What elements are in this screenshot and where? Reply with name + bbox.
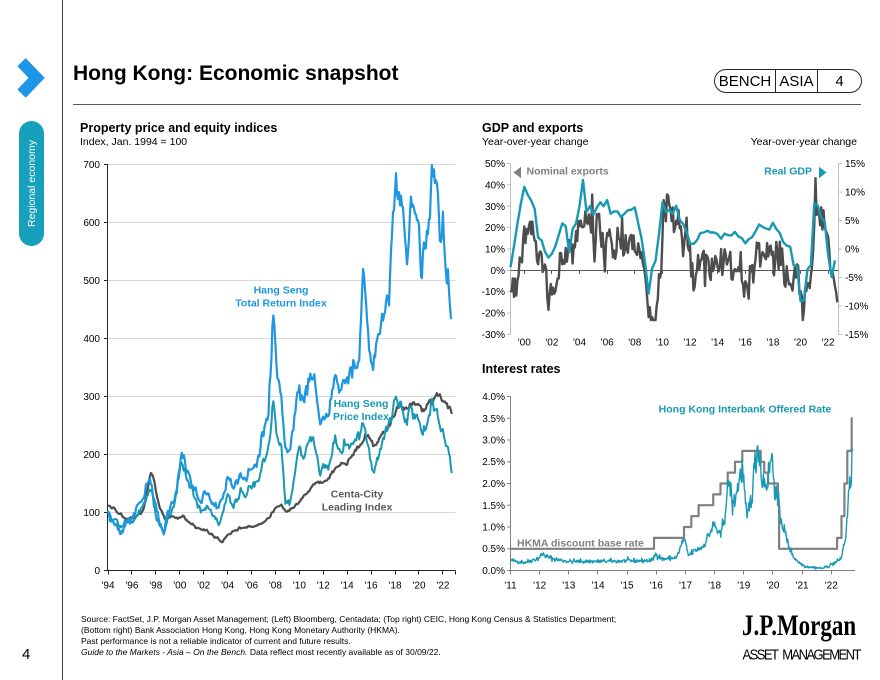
svg-text:'15: '15 (621, 581, 634, 592)
svg-text:'98: '98 (149, 581, 162, 592)
svg-text:'18: '18 (388, 581, 401, 592)
svg-text:2.5%: 2.5% (482, 457, 505, 468)
svg-text:10%: 10% (485, 245, 505, 256)
svg-text:'20: '20 (794, 338, 807, 349)
svg-text:'18: '18 (708, 581, 721, 592)
svg-text:0.0%: 0.0% (482, 566, 505, 577)
svg-text:'12: '12 (683, 338, 696, 349)
svg-text:'10: '10 (656, 338, 669, 349)
svg-text:'14: '14 (341, 581, 354, 592)
svg-text:'16: '16 (650, 581, 663, 592)
svg-text:'00: '00 (518, 338, 531, 349)
svg-text:'20: '20 (412, 581, 425, 592)
svg-text:'14: '14 (591, 581, 604, 592)
svg-text:'20: '20 (766, 581, 779, 592)
svg-text:-10%: -10% (482, 287, 505, 298)
svg-text:1.5%: 1.5% (482, 501, 505, 512)
svg-text:0%: 0% (845, 245, 860, 256)
svg-text:0.5%: 0.5% (482, 544, 505, 555)
svg-text:1.0%: 1.0% (482, 523, 505, 534)
svg-text:'04: '04 (573, 338, 586, 349)
svg-text:-10%: -10% (845, 302, 868, 313)
svg-text:'18: '18 (766, 338, 779, 349)
svg-text:'22: '22 (822, 338, 835, 349)
svg-text:400: 400 (83, 334, 100, 345)
svg-text:50%: 50% (485, 159, 505, 170)
svg-text:10%: 10% (845, 188, 865, 199)
svg-text:20%: 20% (485, 223, 505, 234)
svg-text:2.0%: 2.0% (482, 479, 505, 490)
svg-text:'22: '22 (436, 581, 449, 592)
svg-text:40%: 40% (485, 180, 505, 191)
svg-text:'12: '12 (317, 581, 330, 592)
svg-text:Real GDP: Real GDP (764, 166, 812, 178)
svg-text:Hang Seng: Hang Seng (254, 285, 309, 297)
svg-text:'02: '02 (545, 338, 558, 349)
svg-text:Hang Seng: Hang Seng (334, 398, 389, 410)
svg-text:'16: '16 (739, 338, 752, 349)
svg-text:'06: '06 (601, 338, 614, 349)
svg-text:500: 500 (83, 276, 100, 287)
svg-text:600: 600 (83, 218, 100, 229)
svg-text:'10: '10 (293, 581, 306, 592)
svg-text:'04: '04 (221, 581, 234, 592)
svg-text:Nominal exports: Nominal exports (527, 166, 609, 178)
svg-text:-5%: -5% (845, 273, 863, 284)
svg-text:'02: '02 (197, 581, 210, 592)
svg-text:-20%: -20% (482, 309, 505, 320)
svg-text:'94: '94 (101, 581, 114, 592)
svg-text:'17: '17 (679, 581, 692, 592)
svg-text:200: 200 (83, 450, 100, 461)
svg-text:'08: '08 (628, 338, 641, 349)
svg-text:'19: '19 (737, 581, 750, 592)
svg-text:'06: '06 (245, 581, 258, 592)
svg-text:'16: '16 (365, 581, 378, 592)
svg-text:Price Index: Price Index (333, 411, 389, 423)
svg-text:-30%: -30% (482, 330, 505, 341)
svg-text:Centa-City: Centa-City (331, 489, 384, 501)
svg-text:Leading Index: Leading Index (322, 502, 393, 514)
svg-text:'12: '12 (533, 581, 546, 592)
svg-text:4.0%: 4.0% (482, 392, 505, 403)
svg-text:'22: '22 (825, 581, 838, 592)
svg-text:0%: 0% (491, 266, 506, 277)
svg-text:Total Return Index: Total Return Index (235, 298, 327, 310)
svg-text:'14: '14 (711, 338, 724, 349)
svg-text:'13: '13 (562, 581, 575, 592)
svg-text:5%: 5% (845, 216, 860, 227)
svg-text:30%: 30% (485, 202, 505, 213)
svg-text:3.0%: 3.0% (482, 436, 505, 447)
svg-text:700: 700 (83, 160, 100, 171)
svg-text:'11: '11 (504, 581, 517, 592)
svg-text:'21: '21 (796, 581, 809, 592)
svg-text:'00: '00 (173, 581, 186, 592)
svg-text:15%: 15% (845, 159, 865, 170)
svg-text:3.5%: 3.5% (482, 414, 505, 425)
svg-text:Hong Kong Interbank Offered Ra: Hong Kong Interbank Offered Rate (659, 404, 832, 416)
svg-text:0: 0 (94, 566, 100, 577)
svg-text:'08: '08 (269, 581, 282, 592)
svg-text:100: 100 (83, 508, 100, 519)
svg-text:HKMA discount base rate: HKMA discount base rate (517, 538, 644, 550)
svg-text:-15%: -15% (845, 330, 868, 341)
svg-text:300: 300 (83, 392, 100, 403)
svg-text:'96: '96 (125, 581, 138, 592)
